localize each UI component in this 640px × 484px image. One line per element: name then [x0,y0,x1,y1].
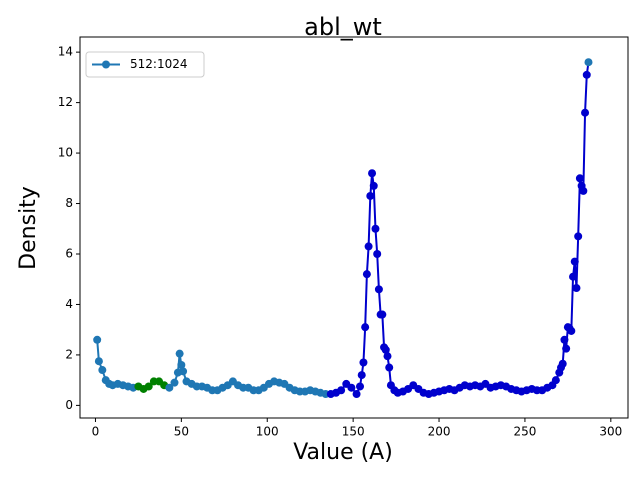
data-point [177,361,186,370]
y-tick-label: 12 [58,95,73,109]
x-tick-label: 300 [599,425,622,439]
data-point [175,349,184,358]
data-point [170,378,179,387]
x-tick-label: 200 [428,425,451,439]
data-point [575,174,584,183]
data-point [337,386,346,395]
data-point [144,382,153,391]
data-point [361,323,370,332]
y-tick-label: 10 [58,146,73,160]
data-point [569,272,578,281]
data-point [359,358,368,367]
data-point [369,181,378,190]
x-tick-label: 250 [513,425,536,439]
data-point [584,58,593,67]
data-point [567,326,576,335]
y-tick-label: 4 [65,297,73,311]
data-point [362,270,371,279]
x-tick-label: 100 [256,425,279,439]
data-point [347,383,356,392]
y-tick-label: 2 [65,347,73,361]
data-point [385,363,394,372]
legend-marker [102,60,110,69]
data-point [572,284,581,293]
data-point [356,382,365,391]
data-point [374,285,383,294]
data-point [165,383,174,392]
data-point [364,242,373,251]
data-point [570,257,579,266]
data-point [574,232,583,241]
data-point [93,335,102,344]
series-line [330,62,590,396]
y-tick-label: 6 [65,246,73,260]
data-point [581,108,590,117]
data-point [373,249,382,258]
data-point [582,70,591,79]
y-tick-label: 0 [65,398,73,412]
data-point [381,345,390,354]
data-point [560,335,569,344]
data-point [551,376,560,385]
data-point [368,169,377,178]
data-point [371,224,380,233]
data-point [352,390,361,399]
plot-frame [79,36,629,419]
data-point [357,371,366,380]
data-point [562,344,571,353]
x-tick-label: 50 [174,425,189,439]
legend-box [85,51,205,78]
data-point [579,186,588,195]
y-tick-label: 8 [65,196,73,210]
x-tick-label: 0 [92,425,100,439]
data-point [383,352,392,361]
data-point [179,367,188,376]
data-point [558,359,567,368]
data-point [378,310,387,319]
chart-title: abl_wt [304,13,382,41]
legend-label: 512:1024 [130,57,188,71]
y-axis-label: Density [16,186,41,270]
x-tick-label: 150 [342,425,365,439]
data-point [366,191,375,200]
data-point [98,366,107,375]
x-axis-label: Value (A) [293,440,393,465]
data-point [94,357,103,366]
y-tick-label: 14 [58,45,73,59]
